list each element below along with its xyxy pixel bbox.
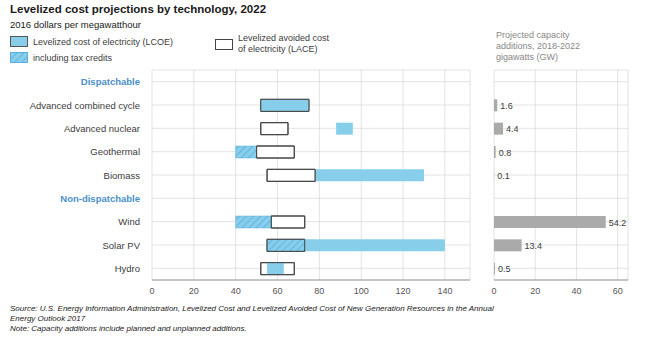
svg-text:Biomass: Biomass (104, 170, 141, 181)
svg-text:80: 80 (314, 286, 324, 296)
svg-text:120: 120 (396, 286, 411, 296)
html-text:Levelized cost projections by: Levelized cost projections by technology… (10, 3, 267, 15)
svg-text:Wind: Wind (118, 216, 140, 227)
html-text:Levelized cost of electricity: Levelized cost of electricity (LCOE) (33, 36, 174, 47)
svg-text:Solar PV: Solar PV (103, 240, 141, 251)
svg-text:40: 40 (571, 286, 581, 296)
svg-text:0: 0 (491, 286, 496, 296)
svg-text:100: 100 (354, 286, 369, 296)
html-text:Projected capacity: Projected capacity (496, 30, 570, 40)
svg-text:Advanced nuclear: Advanced nuclear (64, 123, 140, 134)
svg-text:54.2: 54.2 (609, 218, 627, 228)
svg-text:13.4: 13.4 (525, 241, 543, 251)
svg-text:0.8: 0.8 (499, 148, 512, 158)
svg-text:40: 40 (231, 286, 241, 296)
svg-text:0: 0 (149, 286, 154, 296)
svg-text:60: 60 (273, 286, 283, 296)
html-text:2016 dollars per megawatthour: 2016 dollars per megawatthour (10, 19, 141, 30)
html-text:additions, 2018-2022: additions, 2018-2022 (496, 41, 581, 51)
svg-text:60: 60 (613, 286, 623, 296)
svg-text:Advanced combined cycle: Advanced combined cycle (30, 100, 140, 111)
html-text:including tax credits: including tax credits (33, 52, 112, 63)
html-text:Levelized avoided cost: Levelized avoided cost (238, 33, 330, 43)
html-text:of electricity (LACE): of electricity (LACE) (238, 44, 318, 54)
svg-text:20: 20 (189, 286, 199, 296)
svg-text:Dispatchable: Dispatchable (81, 76, 140, 87)
svg-text:20: 20 (530, 286, 540, 296)
svg-text:140: 140 (437, 286, 452, 296)
svg-text:Hydro: Hydro (115, 263, 140, 274)
svg-text:1.6: 1.6 (500, 101, 513, 111)
html-text:Energy Outlook 2017: Energy Outlook 2017 (10, 314, 86, 323)
html-text:Note: Capacity additions inclu: Note: Capacity additions include planned… (10, 324, 247, 333)
svg-text:0.1: 0.1 (497, 171, 510, 181)
svg-text:Non-dispatchable: Non-dispatchable (60, 193, 140, 204)
html-text:Source: U.S. Energy Informatio: Source: U.S. Energy Information Administ… (10, 304, 494, 313)
svg-text:Geothermal: Geothermal (90, 146, 140, 157)
svg-text:0.5: 0.5 (498, 264, 511, 274)
svg-text:4.4: 4.4 (506, 124, 519, 134)
html-text:gigawatts (GW): gigawatts (GW) (496, 52, 558, 62)
